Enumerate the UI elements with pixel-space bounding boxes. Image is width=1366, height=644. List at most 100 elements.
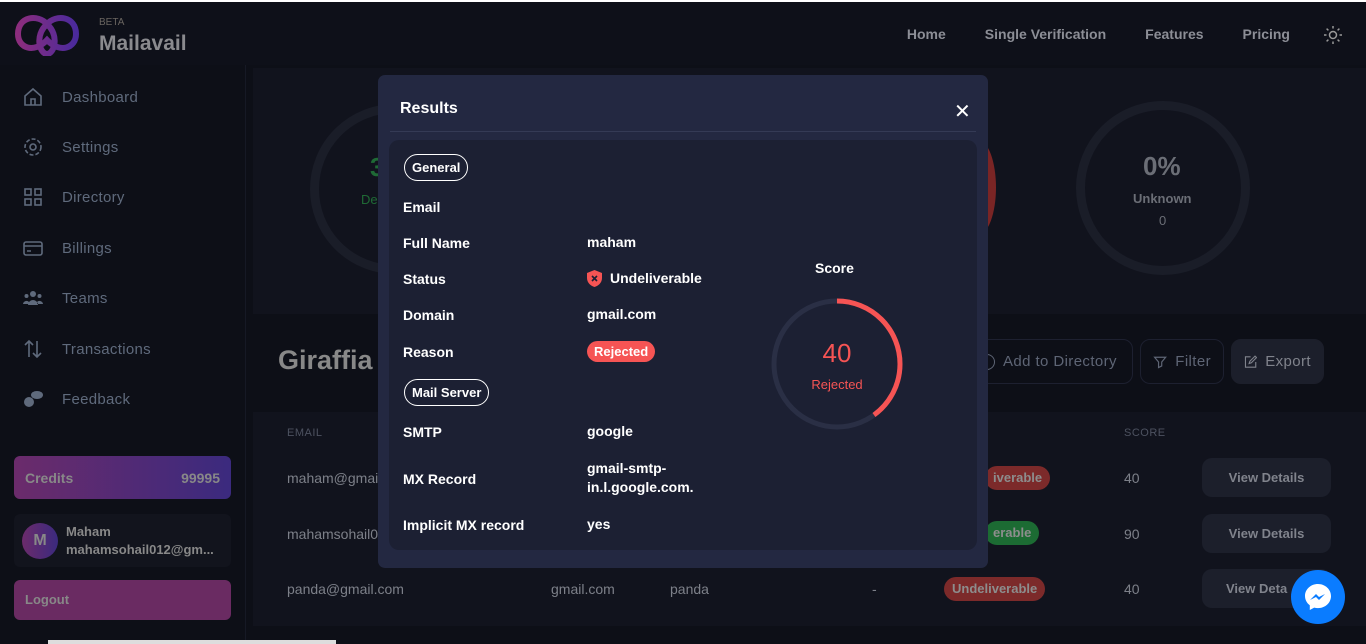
sidebar-item-dashboard[interactable]: Dashboard: [22, 86, 138, 108]
nav-features[interactable]: Features: [1145, 26, 1204, 42]
score-label: Rejected: [811, 377, 863, 392]
domain-value: gmail.com: [587, 306, 657, 322]
status-label: Status: [403, 271, 446, 287]
sidebar-item-label: Dashboard: [62, 88, 139, 106]
button-label: Export: [1265, 353, 1311, 370]
top-header: BETA Mailavail Home Single Verification …: [0, 0, 1366, 65]
implicit-mx-value: yes: [587, 516, 611, 532]
credits-label: Credits: [25, 469, 74, 486]
users-icon: [23, 291, 43, 305]
row-domain: gmail.com: [551, 581, 615, 597]
horizontal-scrollbar[interactable]: [48, 640, 336, 644]
mx-record-value: gmail-smtp-in.l.google.com.: [587, 459, 694, 497]
avatar: M: [22, 522, 58, 559]
nav-pricing[interactable]: Pricing: [1242, 26, 1290, 42]
unknown-count: 0: [1159, 213, 1167, 228]
filter-icon: [1153, 356, 1167, 369]
row-score: 90: [1124, 526, 1140, 542]
beta-label: BETA: [99, 17, 125, 28]
mx-line: gmail-smtp-: [587, 460, 667, 476]
messenger-icon: [1305, 584, 1331, 610]
sidebar: Dashboard Settings Directory Billings Te…: [0, 65, 246, 644]
close-icon[interactable]: ✕: [954, 101, 971, 123]
messenger-chat-button[interactable]: [1291, 570, 1345, 624]
results-modal: Results ✕ General Email Full Name maham …: [378, 75, 988, 568]
nav-home[interactable]: Home: [906, 26, 946, 42]
theme-toggle-sun-icon[interactable]: [1324, 26, 1342, 44]
sidebar-item-label: Feedback: [62, 390, 131, 408]
sidebar-item-settings[interactable]: Settings: [22, 136, 119, 158]
sidebar-item-label: Transactions: [62, 340, 151, 358]
status-badge: erable: [985, 521, 1040, 545]
mx-record-label: MX Record: [403, 471, 477, 487]
sidebar-item-directory[interactable]: Directory: [22, 186, 125, 208]
full-name-value: maham: [587, 234, 637, 250]
export-button[interactable]: Export: [1231, 339, 1324, 384]
sidebar-item-label: Billings: [62, 239, 112, 257]
list-title: Giraffia: [278, 345, 373, 375]
implicit-mx-label: Implicit MX record: [403, 517, 525, 533]
filter-button[interactable]: Filter: [1140, 339, 1224, 384]
user-name: Maham: [66, 523, 111, 539]
sidebar-item-label: Directory: [62, 188, 125, 206]
logout-button[interactable]: Logout: [14, 580, 231, 620]
domain-label: Domain: [403, 307, 455, 323]
home-icon: [24, 87, 42, 106]
sidebar-item-billings[interactable]: Billings: [22, 237, 112, 259]
user-card[interactable]: M Maham mahamsohail012@gm...: [14, 514, 231, 567]
sidebar-item-teams[interactable]: Teams: [22, 287, 108, 309]
sidebar-item-label: Teams: [62, 289, 108, 307]
row-score: 40: [1124, 470, 1140, 486]
card-icon: [23, 241, 43, 256]
unknown-ring: [1076, 101, 1250, 275]
deliverable-label: De: [361, 192, 378, 207]
sidebar-item-label: Settings: [62, 138, 119, 156]
reason-badge: Rejected: [587, 341, 656, 362]
results-card: [389, 140, 977, 550]
mx-line: in.l.google.com.: [587, 479, 694, 495]
credits-card: Credits 99995: [14, 456, 231, 499]
general-section-badge: General: [404, 154, 469, 181]
arrows-icon: [24, 339, 42, 359]
status-badge: iverable: [985, 466, 1051, 490]
col-header-score: SCORE: [1124, 427, 1166, 439]
nav-single-verification[interactable]: Single Verification: [984, 26, 1107, 42]
reason-label: Reason: [403, 344, 454, 360]
gear-icon: [24, 138, 42, 156]
row-email: maham@gmail: [287, 470, 382, 486]
col-header-email: EMAIL: [287, 427, 323, 439]
view-details-button[interactable]: View Details: [1202, 458, 1331, 497]
undeliverable-ring-arc: [960, 140, 996, 235]
user-email: mahamsohail012@gm...: [66, 541, 214, 557]
status-badge: Undeliverable: [944, 577, 1046, 601]
score-gauge: [771, 298, 903, 430]
status-text: Undeliverable: [610, 270, 702, 286]
add-to-directory-button[interactable]: Add to Directory: [968, 339, 1133, 384]
top-nav: Home Single Verification Features Pricin…: [907, 26, 1290, 42]
score-value: 40: [822, 338, 852, 368]
shield-x-icon: [587, 270, 602, 287]
credits-value: 99995: [181, 469, 220, 486]
grid-icon: [24, 188, 42, 206]
status-value: Undeliverable: [587, 269, 702, 288]
button-label: Add to Directory: [1003, 353, 1117, 370]
row-email: panda@gmail.com: [287, 581, 404, 597]
full-name-label: Full Name: [403, 235, 470, 251]
divider: [390, 131, 976, 132]
modal-title: Results: [400, 100, 458, 117]
email-label: Email: [403, 199, 441, 215]
brand-name: Mailavail: [99, 32, 187, 55]
row-email: mahamsohail0: [287, 526, 379, 542]
mail-server-section-badge: Mail Server: [404, 379, 490, 406]
mailavail-logo[interactable]: [14, 14, 80, 56]
row-name: panda: [670, 581, 709, 597]
smtp-value: google: [587, 423, 633, 439]
sidebar-item-feedback[interactable]: Feedback: [22, 388, 130, 410]
score-title: Score: [815, 260, 854, 276]
sidebar-item-transactions[interactable]: Transactions: [22, 338, 151, 360]
view-details-button[interactable]: View Details: [1202, 514, 1331, 553]
row-dash: -: [872, 581, 877, 597]
score-arc: [771, 298, 903, 430]
unknown-pct: 0%: [1143, 151, 1181, 181]
unknown-label: Unknown: [1133, 191, 1192, 206]
